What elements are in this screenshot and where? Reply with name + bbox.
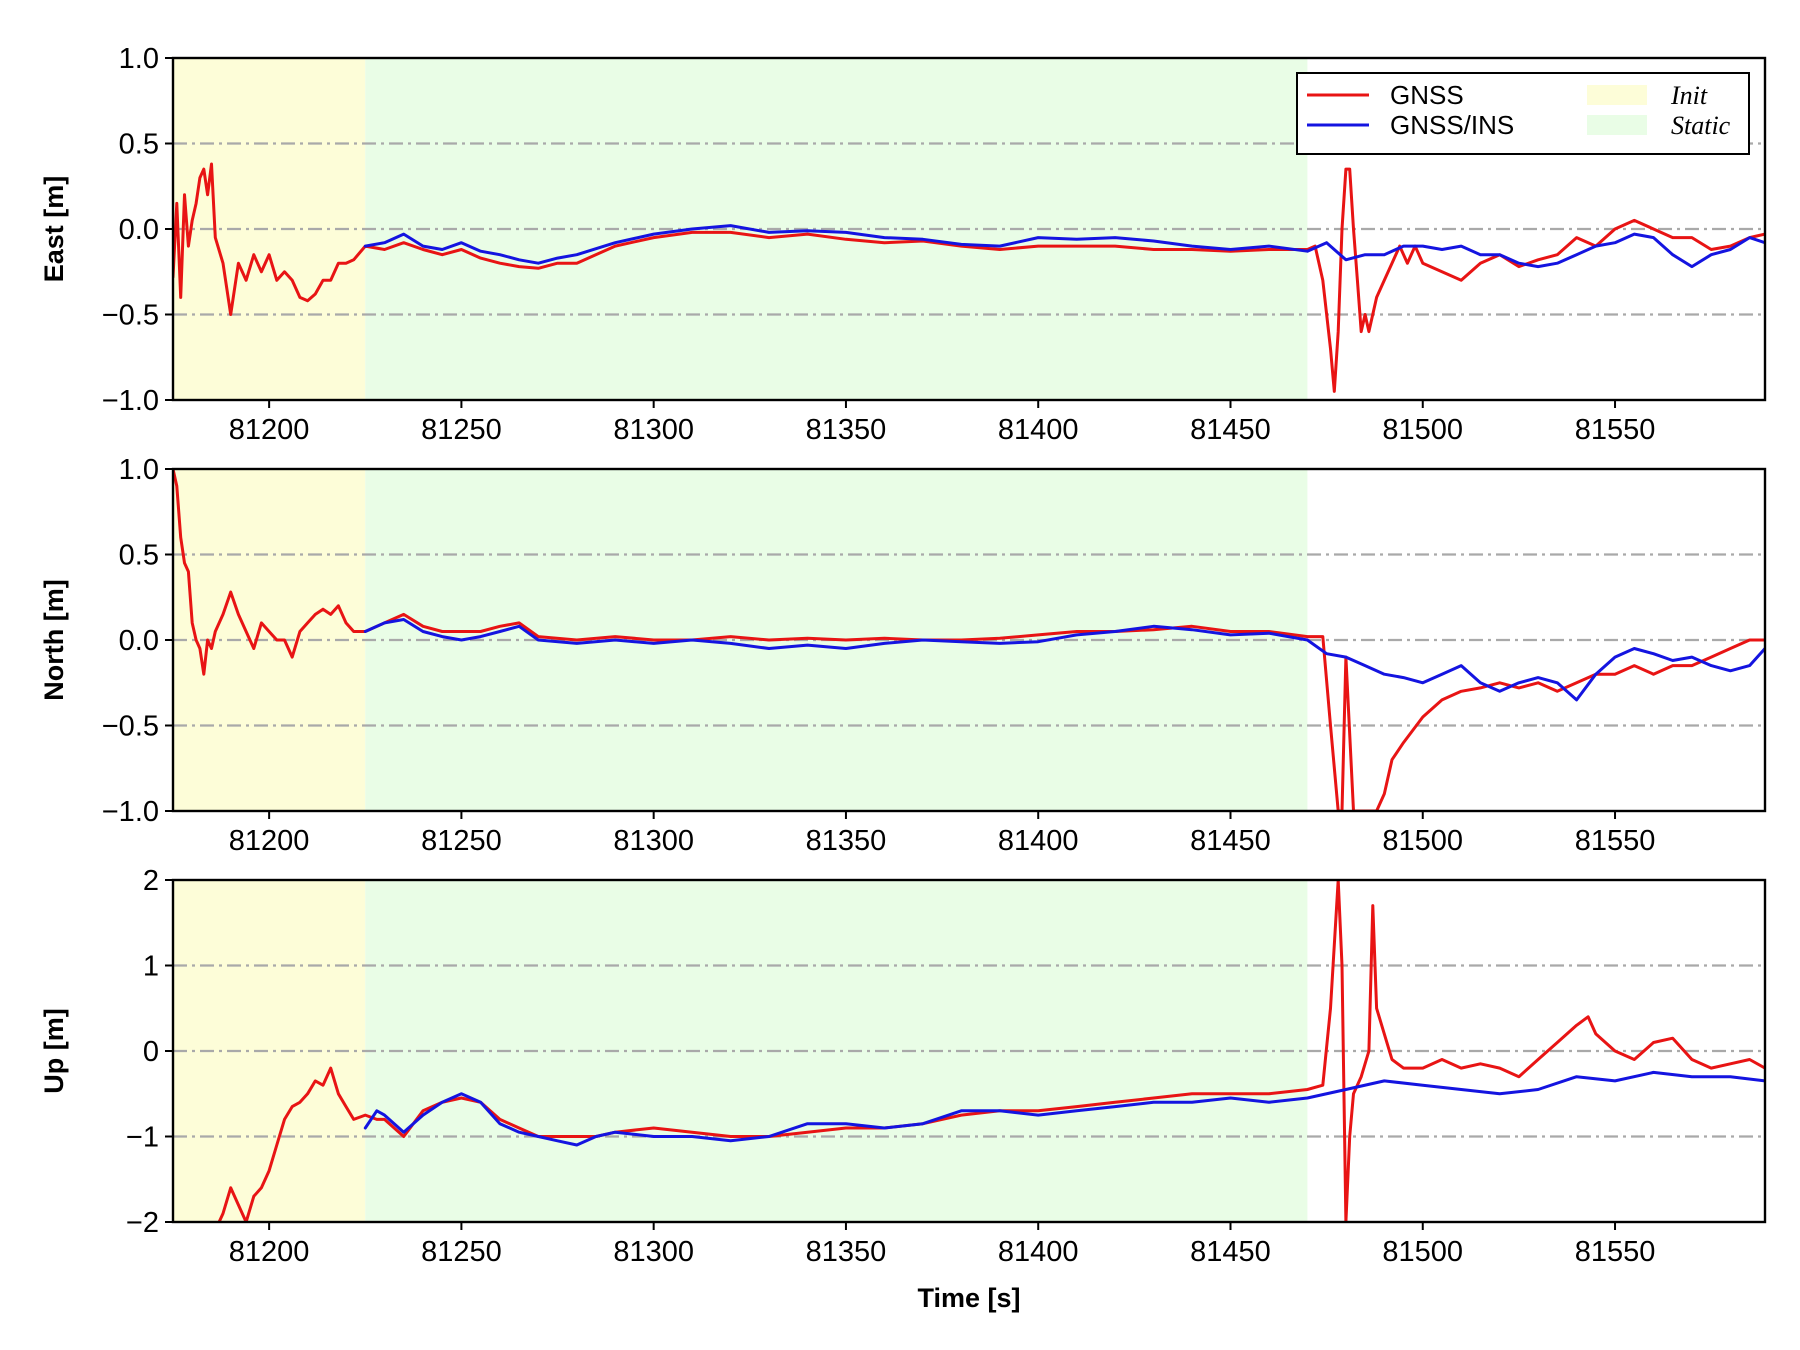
x-tick-label: 81450	[1190, 1236, 1271, 1268]
legend-label-init: Init	[1670, 81, 1708, 110]
x-tick-label: 81300	[613, 414, 694, 446]
y-tick-label: 1.0	[119, 43, 159, 75]
legend-swatch-init	[1587, 85, 1647, 105]
ticks: 81200 81250 81300 81350 81400 81450 81500 81550…	[102, 454, 1656, 857]
y-tick-label: −2	[126, 1207, 159, 1239]
y-tick-label: 0.5	[119, 129, 159, 161]
y-tick-label: 0.0	[119, 214, 159, 246]
x-tick-label: 81200	[229, 825, 310, 857]
x-tick-label: 81350	[806, 1236, 887, 1268]
x-tick-label: 81250	[421, 825, 502, 857]
legend: GNSS GNSS/INS Init Static	[1296, 72, 1750, 155]
series-line-gnss	[217, 880, 1765, 1222]
y-axis-label: East [m]	[39, 176, 69, 283]
x-tick-label: 81450	[1190, 825, 1271, 857]
series-line-gnss-ins	[363, 1070, 1765, 1147]
series-line-gnss-ins	[363, 224, 1765, 269]
x-tick-label: 81350	[806, 825, 887, 857]
x-tick-label: 81450	[1190, 414, 1271, 446]
y-tick-label: 0	[143, 1036, 159, 1068]
x-tick-label: 81300	[613, 825, 694, 857]
panel-east: 81200 81250 81300 81350 81400 81450 81500 81550…	[39, 43, 1767, 446]
y-tick-label: −0.5	[102, 300, 159, 332]
series-line-gnss	[173, 469, 1765, 811]
legend-label-gnss-ins: GNSS/INS	[1390, 110, 1514, 140]
y-tick-label: −1	[126, 1122, 159, 1154]
y-axis-label: Up [m]	[39, 1008, 69, 1093]
ticks: 81200 81250 81300 81350 81400 81450 81500 81550…	[102, 43, 1656, 446]
x-tick-label: 81250	[421, 414, 502, 446]
ticks: 81200 81250 81300 81350 81400 81450 81500 81550…	[126, 865, 1655, 1268]
series-lines	[217, 880, 1765, 1222]
x-tick-label: 81550	[1575, 825, 1656, 857]
x-tick-label: 81350	[806, 414, 887, 446]
x-tick-label: 81400	[998, 414, 1079, 446]
y-tick-label: −1.0	[102, 796, 159, 828]
series-line-gnss-ins	[363, 618, 1765, 702]
x-axis-label: Time [s]	[917, 1283, 1020, 1313]
grid-lines	[173, 964, 1765, 1138]
x-tick-label: 81250	[421, 1236, 502, 1268]
y-tick-label: 1.0	[119, 454, 159, 486]
y-tick-label: 2	[143, 865, 159, 897]
legend-swatch-static	[1587, 115, 1647, 135]
x-tick-label: 81400	[998, 825, 1079, 857]
y-tick-label: 1	[143, 951, 159, 983]
legend-label-static: Static	[1671, 111, 1731, 140]
legend-box	[1296, 72, 1750, 155]
panel-up: 81200 81250 81300 81350 81400 81450 81500 81550…	[39, 865, 1767, 1313]
y-tick-label: 0.5	[119, 540, 159, 572]
x-tick-label: 81500	[1382, 825, 1463, 857]
x-tick-label: 81500	[1382, 1236, 1463, 1268]
y-tick-label: 0.0	[119, 625, 159, 657]
series-lines	[173, 162, 1765, 393]
x-tick-label: 81200	[229, 1236, 310, 1268]
x-tick-label: 81400	[998, 1236, 1079, 1268]
series-line-gnss	[173, 162, 1765, 393]
x-tick-label: 81200	[229, 414, 310, 446]
y-tick-label: −0.5	[102, 711, 159, 743]
y-tick-label: −1.0	[102, 385, 159, 417]
x-tick-label: 81500	[1382, 414, 1463, 446]
y-axis-label: North [m]	[39, 579, 69, 700]
x-tick-label: 81550	[1575, 414, 1656, 446]
legend-label-gnss: GNSS	[1390, 80, 1464, 110]
panel-north: 81200 81250 81300 81350 81400 81450 81500 81550…	[39, 454, 1767, 857]
series-lines	[173, 469, 1765, 811]
x-tick-label: 81300	[613, 1236, 694, 1268]
x-tick-label: 81550	[1575, 1236, 1656, 1268]
